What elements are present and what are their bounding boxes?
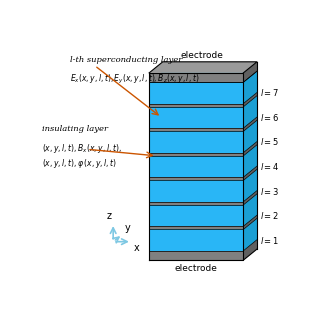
Text: electrode: electrode <box>180 51 223 60</box>
Polygon shape <box>149 166 257 177</box>
Polygon shape <box>244 191 257 205</box>
Polygon shape <box>244 120 257 153</box>
Text: l-th superconducting layer: l-th superconducting layer <box>70 56 182 64</box>
Polygon shape <box>149 145 257 156</box>
Text: electrode: electrode <box>175 264 218 273</box>
Polygon shape <box>244 169 257 202</box>
Polygon shape <box>149 218 257 229</box>
Polygon shape <box>244 240 257 260</box>
Polygon shape <box>149 128 244 131</box>
Polygon shape <box>244 62 257 82</box>
Text: $l=6$: $l=6$ <box>260 112 279 123</box>
Polygon shape <box>149 120 257 131</box>
Text: $(x, y, l, t), B_x(x, y, l, t),$: $(x, y, l, t), B_x(x, y, l, t),$ <box>43 142 122 155</box>
Polygon shape <box>149 202 244 205</box>
Polygon shape <box>149 153 244 156</box>
Polygon shape <box>244 117 257 131</box>
Polygon shape <box>149 169 257 180</box>
Text: $l=4$: $l=4$ <box>260 161 279 172</box>
Text: insulating layer: insulating layer <box>43 124 108 132</box>
Polygon shape <box>149 104 244 107</box>
Polygon shape <box>149 226 244 229</box>
Text: $l=5$: $l=5$ <box>260 137 279 148</box>
Polygon shape <box>149 131 244 153</box>
Polygon shape <box>149 177 244 180</box>
Polygon shape <box>244 71 257 104</box>
Polygon shape <box>149 117 257 128</box>
Text: $l=2$: $l=2$ <box>260 210 279 221</box>
Polygon shape <box>149 229 244 251</box>
Polygon shape <box>149 180 244 202</box>
Polygon shape <box>149 251 244 260</box>
Polygon shape <box>244 218 257 251</box>
Text: $(x, y, l, t), \varphi\,(x, y, l, t)$: $(x, y, l, t), \varphi\,(x, y, l, t)$ <box>43 157 118 170</box>
Polygon shape <box>149 194 257 205</box>
Polygon shape <box>244 194 257 226</box>
Text: z: z <box>107 211 112 221</box>
Polygon shape <box>149 62 257 73</box>
Polygon shape <box>149 240 257 251</box>
Text: $l=3$: $l=3$ <box>260 186 279 196</box>
Polygon shape <box>149 82 244 104</box>
Text: $E_x(x, y, l, t), E_y(x, y, l, t), B_z(x, y, l, t)$: $E_x(x, y, l, t), E_y(x, y, l, t), B_z(x… <box>70 73 199 86</box>
Polygon shape <box>244 145 257 177</box>
Polygon shape <box>149 191 257 202</box>
Text: $l=7$: $l=7$ <box>260 87 279 99</box>
Polygon shape <box>149 141 257 153</box>
Polygon shape <box>149 107 244 128</box>
Polygon shape <box>149 73 244 82</box>
Polygon shape <box>149 71 257 82</box>
Polygon shape <box>149 92 257 104</box>
Polygon shape <box>149 96 257 107</box>
Text: $l=1$: $l=1$ <box>260 235 279 246</box>
Polygon shape <box>149 156 244 177</box>
Polygon shape <box>244 141 257 156</box>
Polygon shape <box>244 92 257 107</box>
Polygon shape <box>149 215 257 226</box>
Polygon shape <box>244 215 257 229</box>
Polygon shape <box>149 205 244 226</box>
Text: x: x <box>134 243 140 253</box>
Polygon shape <box>244 96 257 128</box>
Text: y: y <box>124 223 130 233</box>
Polygon shape <box>244 166 257 180</box>
